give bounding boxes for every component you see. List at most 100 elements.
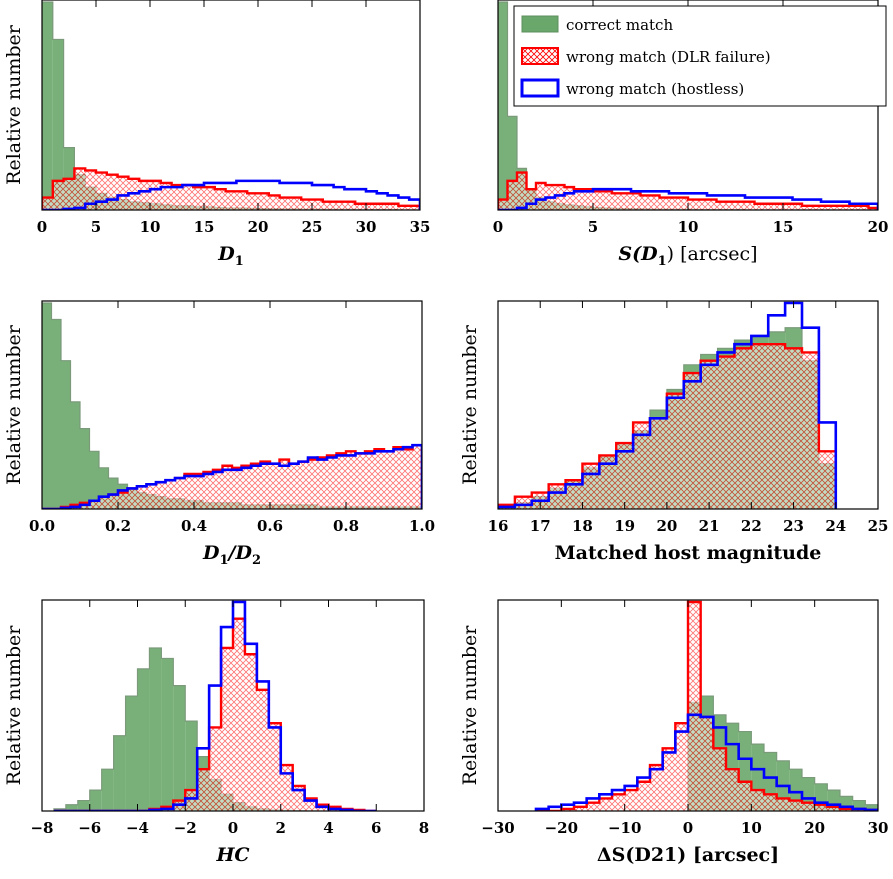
bar-dlr-ratio-27 [298, 461, 308, 509]
xtick-label-mag-7: 23 [783, 517, 804, 535]
plot-area-mag [498, 301, 838, 509]
bar-dlr-d1-20 [258, 193, 269, 210]
bar-correct-ratio-6 [99, 467, 109, 509]
bar-dlr-sd1-7 [564, 187, 574, 210]
ylabel-mag: Relative number [459, 324, 481, 485]
outline-correct-ds [536, 695, 878, 811]
xlabel-sd1: S(D1) [arcsec] [618, 243, 757, 269]
bar-dlr-sd1-36 [840, 205, 850, 210]
bar-dlr-d1-21 [268, 195, 280, 210]
xtick-label-sd1-1: 5 [588, 218, 598, 236]
bar-correct-hc-9 [161, 658, 174, 811]
xlabel-ratio: D1/D2 [202, 542, 261, 568]
bar-dlr-ratio-14 [175, 478, 185, 509]
xtick-label-hc-8: 8 [419, 819, 429, 837]
ylabel-ds: Relative number [459, 625, 481, 786]
bar-dlr-ds-13 [700, 716, 714, 811]
bar-dlr-ratio-18 [213, 469, 223, 509]
xlabel-hc: HC [215, 844, 249, 866]
bar-dlr-ds-8 [637, 781, 650, 811]
bar-dlr-d1-3 [74, 168, 86, 210]
xlabel-d1: D1 [217, 243, 244, 269]
bar-dlr-ds-15 [726, 769, 739, 811]
bar-dlr-d1-30 [366, 203, 377, 210]
xtick-label-ds-0: −30 [481, 819, 514, 837]
xtick-label-ratio-3: 0.6 [257, 517, 283, 535]
bar-correct-hc-10 [173, 685, 186, 811]
bar-dlr-ds-12 [688, 602, 701, 811]
xtick-label-ratio-0: 0.0 [29, 517, 55, 535]
bar-correct-hc-1 [65, 804, 78, 811]
bar-correct-hc-11 [185, 721, 198, 811]
bar-dlr-ratio-9 [127, 488, 137, 509]
bar-dlr-sd1-1 [507, 180, 517, 210]
xlabel-ds: ΔS(D21) [arcsec] [597, 844, 779, 866]
bar-dlr-sd1-28 [764, 203, 774, 210]
legend-frame [513, 5, 887, 107]
bar-dlr-ratio-37 [393, 447, 403, 509]
bar-dlr-sd1-2 [517, 172, 527, 210]
bar-correct-hc-4 [101, 769, 114, 811]
bar-dlr-mag-1 [514, 496, 532, 509]
xtick-label-d1-2: 10 [140, 218, 161, 236]
bar-dlr-sd1-12 [612, 193, 622, 210]
bar-dlr-mag-8 [633, 422, 650, 509]
xtick-label-hc-0: −8 [30, 819, 53, 837]
bar-dlr-hc-21 [304, 798, 317, 811]
bar-dlr-sd1-32 [802, 205, 812, 210]
bar-dlr-hc-13 [209, 727, 222, 811]
bar-dlr-d1-27 [333, 201, 345, 210]
bar-dlr-d1-32 [387, 203, 399, 210]
bar-correct-sd1-1 [507, 116, 517, 210]
bar-dlr-d1-10 [150, 180, 161, 210]
bar-dlr-ratio-28 [308, 459, 318, 509]
bar-dlr-d1-29 [355, 203, 366, 210]
bar-correct-d1-1 [52, 39, 64, 210]
bar-dlr-hc-17 [256, 689, 269, 811]
bar-dlr-ratio-30 [327, 455, 337, 509]
bar-dlr-sd1-16 [650, 195, 660, 210]
bar-dlr-d1-1 [52, 180, 64, 210]
xtick-label-ds-3: 0 [683, 819, 693, 837]
bar-correct-hc-2 [77, 800, 90, 811]
bar-dlr-d1-18 [236, 191, 248, 210]
panel-d1: 0 5 10 15 20 25 30 35 D1 Relative number [3, 0, 430, 269]
bar-dlr-ratio-6 [99, 496, 109, 509]
legend-swatch-dlr [521, 47, 559, 65]
line-hostless-sd1 [498, 187, 878, 210]
bar-dlr-sd1-15 [640, 195, 650, 210]
bar-dlr-ratio-38 [403, 449, 413, 509]
bar-dlr-ratio-19 [222, 465, 232, 509]
bar-dlr-ratio-12 [156, 482, 166, 509]
bar-dlr-d1-5 [96, 172, 107, 210]
axes-frame-d1 [41, 0, 421, 211]
bar-dlr-ratio-7 [108, 494, 118, 509]
bar-correct-ratio-4 [80, 428, 90, 509]
bar-dlr-sd1-25 [735, 201, 745, 210]
bar-dlr-d1-31 [376, 203, 388, 210]
bar-dlr-mag-13 [717, 356, 735, 509]
bar-dlr-sd1-13 [621, 193, 631, 210]
bar-dlr-hc-14 [221, 647, 233, 811]
bar-dlr-d1-9 [139, 180, 150, 210]
panel-mag: 16 17 18 19 20 21 22 23 24 25 Matched host magnitu… [459, 300, 889, 564]
bar-dlr-ds-5 [599, 798, 612, 811]
bar-dlr-ratio-21 [241, 465, 251, 509]
bar-dlr-ds-20 [789, 800, 802, 811]
bar-dlr-hc-12 [197, 769, 210, 811]
bar-dlr-ds-18 [764, 794, 777, 811]
xtick-label-sd1-2: 10 [678, 218, 699, 236]
bar-dlr-ratio-31 [336, 453, 346, 509]
bar-dlr-sd1-6 [555, 185, 565, 210]
xtick-label-hc-3: −2 [174, 819, 197, 837]
bar-dlr-d1-17 [225, 191, 237, 210]
bar-correct-ratio-0 [42, 303, 52, 509]
bar-dlr-d1-33 [398, 205, 410, 210]
xtick-label-mag-9: 25 [868, 517, 889, 535]
bar-dlr-ds-10 [662, 748, 676, 811]
xtick-label-ds-4: 10 [741, 819, 762, 837]
bar-dlr-sd1-24 [726, 201, 736, 210]
bar-dlr-mag-10 [666, 393, 684, 509]
bar-dlr-mag-5 [582, 463, 600, 509]
bar-dlr-ratio-36 [384, 451, 394, 509]
